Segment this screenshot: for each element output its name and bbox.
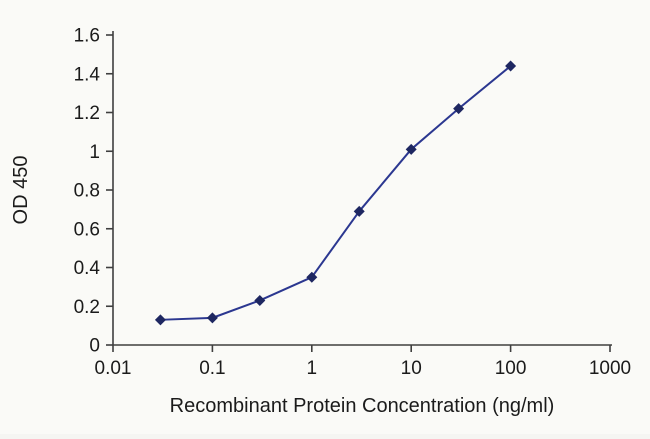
data-point-marker — [353, 205, 365, 217]
x-tick-label: 0.1 — [199, 358, 225, 379]
y-tick-label: 1.2 — [74, 103, 100, 124]
y-tick-label: 0.8 — [74, 181, 100, 202]
y-tick-label: 1.6 — [74, 26, 100, 47]
series-line — [160, 65, 512, 321]
y-tick-label: 1 — [89, 142, 100, 163]
data-point-marker — [254, 294, 266, 306]
y-axis-label: OD 450 — [10, 156, 32, 225]
x-tick-label: 1000 — [589, 358, 631, 379]
data-point-marker — [453, 103, 465, 115]
x-tick-label: 100 — [495, 358, 527, 379]
x-axis-label: Recombinant Protein Concentration (ng/ml… — [170, 395, 555, 417]
y-tick-label: 0 — [89, 336, 100, 357]
x-tick-label: 10 — [401, 358, 422, 379]
x-tick-label: 0.01 — [95, 358, 132, 379]
data-point-marker — [154, 314, 166, 326]
y-tick-label: 0.4 — [74, 258, 101, 279]
data-point-marker — [206, 312, 218, 324]
data-point-marker — [306, 271, 318, 283]
x-tick-label: 1 — [307, 358, 318, 379]
y-tick-label: 0.6 — [74, 219, 100, 240]
y-tick-label: 1.4 — [74, 64, 101, 85]
data-point-marker — [505, 60, 517, 72]
y-tick-label: 0.2 — [74, 297, 100, 318]
data-point-marker — [405, 143, 417, 155]
